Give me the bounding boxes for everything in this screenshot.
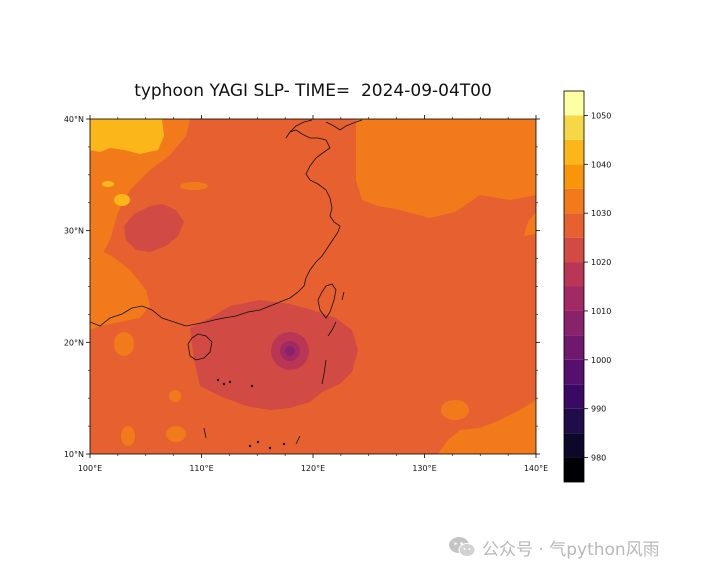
colorbar-segment <box>564 408 584 434</box>
colorbar-frame <box>563 90 585 483</box>
colorbar: 980 990 1000 1010 1020 1030 1040 1050 <box>563 90 611 483</box>
colorbar-tick-label: 980 <box>591 454 606 463</box>
colorbar-segment <box>564 335 584 360</box>
field-1030-patch-2 <box>166 426 186 442</box>
field-1030-east-edge <box>524 212 536 236</box>
china-coastline <box>90 119 341 327</box>
lon-tick-label: 140°E <box>524 464 548 473</box>
colorbar-segment <box>564 262 584 287</box>
field-1035-patch-2 <box>114 194 130 206</box>
philippines-coast <box>321 359 327 385</box>
paracel-islet-1 <box>216 378 220 382</box>
colorbar-segment <box>564 139 584 165</box>
field-1030-patch-5 <box>169 390 181 402</box>
colorbar-segment <box>564 213 584 238</box>
spratly-islet-4 <box>282 442 286 446</box>
colorbar-segment <box>564 359 584 385</box>
colorbar-segment <box>564 188 584 214</box>
colorbar-tick-label: 990 <box>591 405 606 414</box>
field-1030-patch-6 <box>180 182 208 190</box>
taiwan-island <box>317 283 337 319</box>
map-title: typhoon YAGI SLP- TIME= 2024-09-04T00 <box>134 81 492 101</box>
field-1020-inland <box>124 204 184 252</box>
spratly-islet-3 <box>268 446 272 450</box>
colorbar-segment <box>564 91 584 116</box>
lon-tick-label: 130°E <box>412 464 436 473</box>
lon-tick-label: 100°E <box>78 464 102 473</box>
spratly-islet-1 <box>248 444 252 448</box>
scs-islets-1 <box>203 427 301 445</box>
korea-coast <box>325 119 363 131</box>
lon-tick-label: 120°E <box>301 464 325 473</box>
spratly-islet-2 <box>256 440 260 444</box>
luzon-coast <box>327 321 337 337</box>
longitude-ticks: 100°E 110°E 120°E 130°E 140°E <box>78 115 548 473</box>
field-1030-patch-4 <box>114 332 134 356</box>
field-1035-patch-1 <box>102 181 114 187</box>
field-1030-patch-3 <box>121 426 135 446</box>
paracel-islet-3 <box>228 380 232 384</box>
lat-tick-label: 10°N <box>64 450 84 459</box>
colorbar-segment <box>564 457 584 482</box>
lon-tick-label: 110°E <box>189 464 213 473</box>
colorbar-segment <box>564 237 584 263</box>
colorbar-tick-label: 1000 <box>591 356 611 365</box>
colorbar-segment <box>564 164 584 189</box>
field-1030-northwest <box>90 119 190 262</box>
paracel-islet-2 <box>222 382 226 386</box>
paracel-islet-4 <box>250 384 254 388</box>
lat-tick-label: 20°N <box>64 338 84 347</box>
colorbar-tick-label: 1030 <box>591 209 611 218</box>
wechat-icon <box>449 537 476 557</box>
colorbar-tick-label: 1010 <box>591 307 611 316</box>
field-1030-west <box>90 246 150 330</box>
field-1035-northwest <box>90 119 164 154</box>
field-1030-northeast <box>356 119 536 218</box>
latitude-ticks: 10°N 20°N 30°N 40°N <box>64 115 540 459</box>
colorbar-tick-label: 1040 <box>591 160 611 169</box>
watermark-text: 公众号 · 气python风雨 <box>482 539 660 560</box>
colorbar-segment <box>564 310 584 336</box>
colorbar-segment <box>564 384 584 409</box>
coastlines <box>90 119 363 450</box>
lat-tick-label: 40°N <box>64 115 84 124</box>
field-1030-patch-1 <box>441 400 469 420</box>
watermark: 公众号 · 气python风雨 <box>448 534 708 560</box>
ryukyu-coast <box>341 291 345 301</box>
field-1030-southeast <box>438 400 536 454</box>
lat-tick-label: 30°N <box>64 227 84 236</box>
colorbar-tick-label: 1020 <box>591 258 611 267</box>
colorbar-tick-label: 1050 <box>591 111 611 120</box>
hainan-island <box>187 333 213 361</box>
colorbar-segment <box>564 115 584 140</box>
pressure-field <box>90 119 536 454</box>
colorbar-segment <box>564 433 584 458</box>
colorbar-segment <box>564 286 584 311</box>
typhoon-core <box>285 346 295 356</box>
